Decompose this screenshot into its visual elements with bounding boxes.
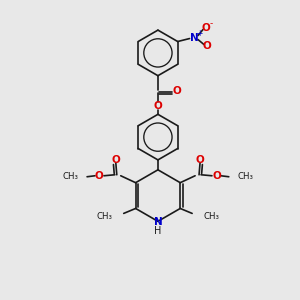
- Text: O: O: [172, 85, 181, 96]
- Text: N: N: [190, 33, 199, 43]
- Text: methyl_bl: methyl_bl: [0, 299, 1, 300]
- Text: CH₃: CH₃: [97, 212, 113, 221]
- Text: O: O: [111, 155, 120, 165]
- Text: methyl_br: methyl_br: [0, 299, 1, 300]
- Text: O: O: [212, 171, 221, 181]
- Text: methyl_l: methyl_l: [0, 299, 1, 300]
- Text: CH₃: CH₃: [238, 172, 254, 181]
- Text: H: H: [154, 226, 162, 236]
- Text: O: O: [202, 41, 211, 52]
- Text: methyl_r: methyl_r: [0, 299, 1, 300]
- Text: O: O: [154, 101, 162, 111]
- Text: O: O: [196, 155, 204, 165]
- Text: O: O: [94, 171, 103, 181]
- Text: CH₃: CH₃: [62, 172, 78, 181]
- Text: CH₃: CH₃: [203, 212, 219, 221]
- Text: N: N: [154, 217, 162, 227]
- Text: -: -: [209, 19, 212, 28]
- Text: +: +: [196, 29, 202, 38]
- Text: O: O: [201, 22, 210, 33]
